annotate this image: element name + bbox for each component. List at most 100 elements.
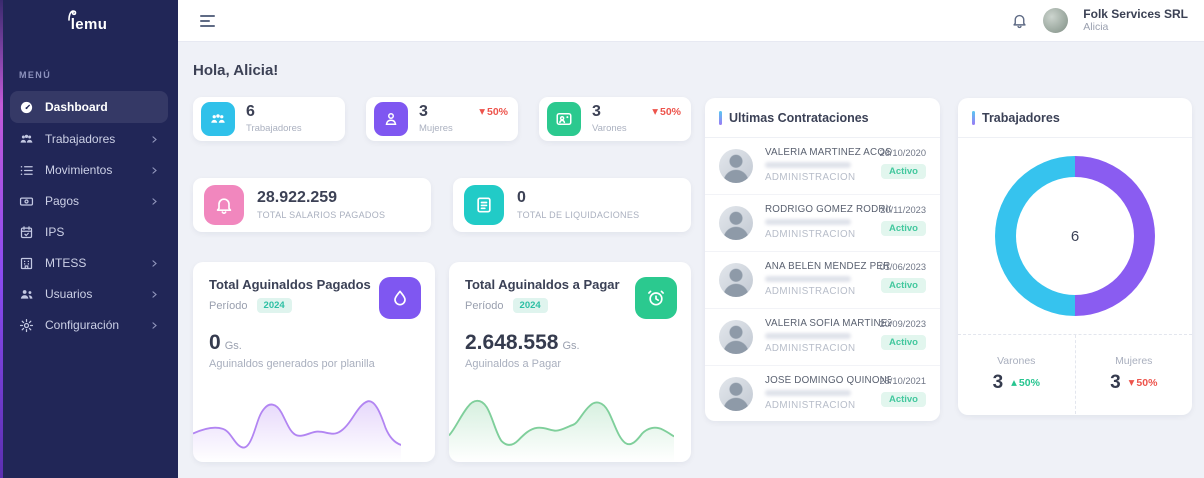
- employee-name: ANA BELÉN MÉNDEZ PÉREZ: [765, 261, 891, 272]
- status-badge: Activo: [880, 278, 926, 293]
- hire-list-item: VALERIA SOFÍA MARTÍNEZ ADMINISTRACION 20…: [705, 309, 940, 366]
- panel-title: Ultimas Contrataciones: [729, 110, 869, 125]
- sidebar-item-configuracion[interactable]: Configuración: [10, 310, 168, 340]
- user-avatar[interactable]: [1043, 7, 1069, 33]
- sidebar-item-usuarios[interactable]: Usuarios: [10, 279, 168, 309]
- status-badge: Activo: [880, 392, 926, 407]
- employee-department: ADMINISTRACION: [765, 343, 856, 355]
- legend-value: 3: [1110, 372, 1121, 393]
- total-liquidaciones-card: 0 TOTAL DE LIQUIDACIONES: [453, 178, 691, 232]
- sidebar-item-label: IPS: [45, 225, 65, 239]
- caret-up-icon: ▲: [1011, 378, 1017, 387]
- stats-column: 6 Trabajadores 3 Mujeres ▼ 50% 3: [193, 97, 691, 462]
- redacted-text: [765, 333, 851, 340]
- stat-value: 3: [592, 103, 601, 121]
- employee-avatar: [719, 377, 753, 411]
- sidebar-item-mtess[interactable]: MTESS: [10, 248, 168, 278]
- card-subtitle: Aguinaldos generados por planilla: [209, 358, 375, 370]
- sidebar-item-ips[interactable]: IPS: [10, 217, 168, 247]
- legend-change: ▲ 50%: [1011, 377, 1040, 389]
- employee-name: VALERIA MARTINEZ ACOSTA: [765, 147, 891, 158]
- sidebar-item-dashboard[interactable]: Dashboard: [10, 91, 168, 123]
- notifications-bell-icon[interactable]: [1011, 12, 1028, 29]
- menu-toggle-icon[interactable]: [200, 14, 215, 27]
- sparkline-chart-green: [449, 399, 675, 462]
- card-subtitle: Aguinaldos a Pagar: [465, 358, 562, 370]
- employee-department: ADMINISTRACION: [765, 172, 856, 184]
- status-badge: Activo: [880, 335, 926, 350]
- stat-value: 3: [419, 103, 428, 121]
- sidebar: lemu MENÚ Dashboard Trabajadores Movimie…: [0, 0, 178, 478]
- period-badge: 2024: [256, 298, 292, 313]
- panel-accent-bar: [719, 110, 722, 125]
- hire-date: 20/09/2023: [879, 319, 926, 329]
- logo-curl-icon: [66, 8, 78, 26]
- employee-avatar: [719, 320, 753, 354]
- currency-label: Gs.: [562, 340, 580, 352]
- stat-label: Mujeres: [419, 122, 453, 134]
- card-title: Total Aguinaldos a Pagar: [465, 277, 620, 292]
- calendar-check-icon: [19, 225, 34, 240]
- hire-list-item: VALERIA MARTINEZ ACOSTA ADMINISTRACION 2…: [705, 138, 940, 195]
- workers-panel: Trabajadores 6 Varones 3 ▲ 50% Mujeres: [958, 98, 1192, 415]
- hire-date: 26/10/2020: [879, 148, 926, 158]
- period-label: Período: [465, 299, 504, 312]
- period-badge: 2024: [512, 298, 548, 313]
- gauge-icon: [19, 100, 34, 115]
- sidebar-section-label: MENÚ: [19, 70, 52, 80]
- app-logo[interactable]: lemu: [0, 0, 178, 48]
- legend-mujeres: Mujeres 3 ▼ 50%: [1074, 335, 1193, 414]
- caret-down-icon: ▼: [479, 107, 485, 116]
- stat-change: ▼ 50%: [479, 106, 508, 118]
- employee-name: VALERIA SOFÍA MARTÍNEZ: [765, 318, 891, 329]
- card-value: 2.648.558 Gs.: [465, 331, 580, 354]
- employee-avatar: [719, 149, 753, 183]
- caret-down-icon: ▼: [1128, 378, 1135, 387]
- sidebar-item-label: Dashboard: [45, 100, 108, 114]
- legend-varones: Varones 3 ▲ 50%: [958, 335, 1075, 414]
- chevron-right-icon: [150, 259, 159, 268]
- status-badge: Activo: [880, 221, 926, 236]
- building-icon: [19, 256, 34, 271]
- sidebar-item-label: Pagos: [45, 194, 80, 208]
- employee-avatar: [719, 263, 753, 297]
- group-icon: [209, 110, 227, 128]
- employee-name: JOSÉ DOMINGO QUIÑONEZ: [765, 375, 891, 386]
- stat-card-varones: 3 Varones ▼ 50%: [539, 97, 691, 141]
- stat-card-mujeres: 3 Mujeres ▼ 50%: [366, 97, 518, 141]
- sidebar-item-movimientos[interactable]: Movimientos: [10, 155, 168, 185]
- list-icon: [19, 163, 34, 178]
- card-title: Total Aguinaldos Pagados: [209, 277, 371, 292]
- sidebar-item-label: Configuración: [45, 318, 120, 332]
- sidebar-item-label: MTESS: [45, 256, 87, 270]
- total-value: 0: [517, 189, 526, 207]
- user-name: Alicia: [1083, 21, 1109, 34]
- total-salarios-card: 28.922.259 TOTAL SALARIOS PAGADOS: [193, 178, 431, 232]
- chevron-right-icon: [150, 321, 159, 330]
- hire-date: 01/06/2023: [879, 262, 926, 272]
- total-label: TOTAL DE LIQUIDACIONES: [517, 209, 640, 220]
- redacted-text: [765, 219, 851, 226]
- sidebar-nav: Dashboard Trabajadores Movimientos Pagos…: [0, 91, 178, 351]
- sidebar-item-pagos[interactable]: Pagos: [10, 186, 168, 216]
- sidebar-item-label: Usuarios: [45, 287, 93, 301]
- redacted-text: [765, 390, 851, 397]
- user-menu[interactable]: Folk Services SRL Alicia: [1083, 7, 1188, 34]
- sidebar-item-trabajadores[interactable]: Trabajadores: [10, 124, 168, 154]
- chevron-right-icon: [150, 135, 159, 144]
- sparkline-chart-purple: [193, 400, 402, 462]
- latest-hires-panel: Ultimas Contrataciones VALERIA MARTINEZ …: [705, 98, 940, 421]
- redacted-text: [765, 162, 851, 169]
- employee-department: ADMINISTRACION: [765, 286, 856, 298]
- alarm-clock-icon: [646, 288, 666, 308]
- sidebar-item-label: Movimientos: [45, 163, 113, 177]
- employee-avatar: [719, 206, 753, 240]
- gear-icon: [19, 318, 34, 333]
- aguinaldos-a-pagar-card: Total Aguinaldos a Pagar Período 2024 2.…: [449, 262, 691, 462]
- bell-icon: [214, 195, 234, 215]
- hire-date: 25/10/2021: [879, 376, 926, 386]
- hire-list-item: JOSÉ DOMINGO QUIÑONEZ ADMINISTRACION 25/…: [705, 366, 940, 421]
- main-content: Hola, Alicia! 6 Trabajadores 3 Mujeres: [178, 42, 1204, 478]
